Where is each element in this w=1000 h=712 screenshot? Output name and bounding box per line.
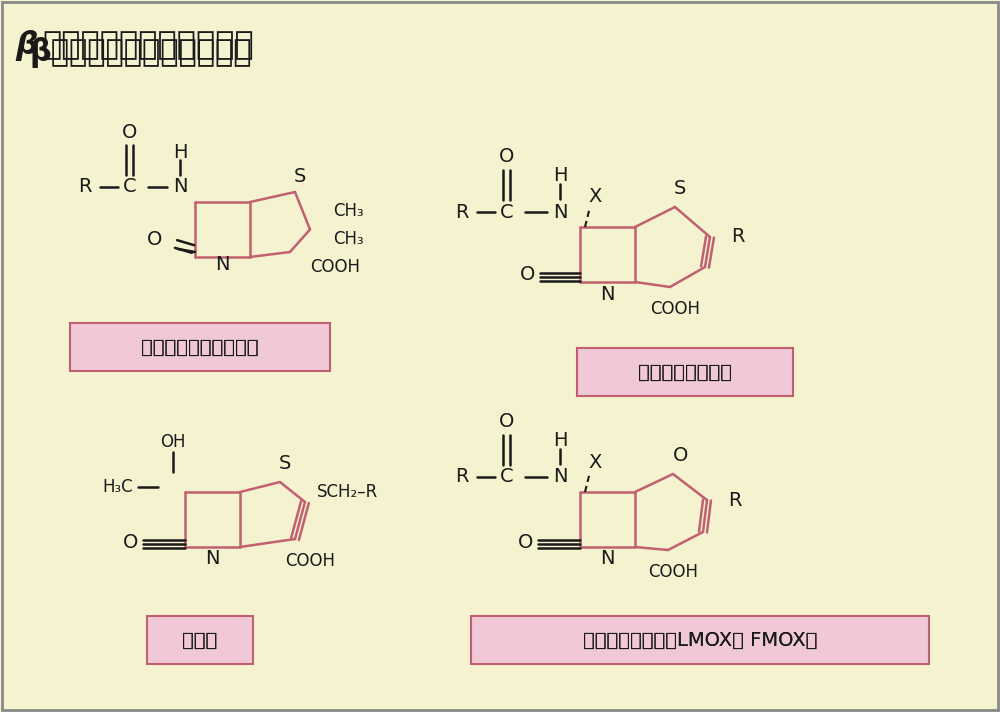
Text: CH₃: CH₃ [333, 231, 363, 248]
Text: COOH: COOH [650, 300, 700, 318]
Text: N: N [600, 285, 615, 303]
FancyBboxPatch shape [70, 323, 330, 371]
FancyBboxPatch shape [147, 616, 253, 664]
Text: OH: OH [160, 433, 186, 451]
Text: COOH: COOH [648, 563, 698, 581]
Text: R: R [728, 491, 742, 510]
Text: H: H [553, 431, 567, 449]
Text: O: O [673, 446, 689, 466]
Text: COOH: COOH [310, 258, 360, 276]
Text: ペネム: ペネム [182, 631, 218, 649]
Text: H: H [173, 142, 187, 162]
Text: セファロスポリン: セファロスポリン [638, 362, 732, 382]
Text: O: O [123, 533, 139, 552]
Text: N: N [215, 256, 230, 275]
Text: N: N [553, 468, 567, 486]
Text: C: C [500, 468, 514, 486]
Text: O: O [499, 412, 515, 431]
FancyBboxPatch shape [577, 348, 793, 396]
Text: H₃C: H₃C [103, 478, 133, 496]
Text: O: O [122, 122, 138, 142]
Text: O: O [147, 229, 163, 248]
Text: N: N [600, 550, 615, 568]
Text: βラクタム系薬の基本構造: βラクタム系薬の基本構造 [30, 37, 252, 68]
Text: COOH: COOH [285, 552, 335, 570]
Text: X: X [588, 187, 602, 206]
Text: β: β [15, 30, 38, 61]
Text: O: O [499, 147, 515, 167]
Text: SCH₂–R: SCH₂–R [316, 483, 378, 501]
Text: N: N [205, 550, 220, 568]
Text: R: R [731, 228, 745, 246]
Text: ラクタム系薬の基本構造: ラクタム系薬の基本構造 [42, 30, 254, 61]
Text: S: S [294, 167, 306, 187]
Text: R: R [455, 202, 469, 221]
Text: X: X [588, 453, 602, 471]
Text: C: C [123, 177, 137, 197]
Text: R: R [455, 468, 469, 486]
Text: N: N [173, 177, 187, 197]
Text: O: O [518, 533, 534, 552]
Text: オキサセフェム（LMOX， FMOX）: オキサセフェム（LMOX， FMOX） [583, 631, 817, 649]
Text: R: R [78, 177, 92, 197]
Text: S: S [279, 454, 291, 473]
Text: C: C [500, 202, 514, 221]
Text: ペナム（ペニシリン）: ペナム（ペニシリン） [141, 337, 259, 357]
Text: S: S [674, 179, 686, 199]
Text: N: N [553, 202, 567, 221]
Text: ペネム: ペネム [182, 631, 218, 649]
Text: オキサセフェム（LMOX， FMOX）: オキサセフェム（LMOX， FMOX） [583, 631, 817, 649]
Text: セファロスポリン: セファロスポリン [638, 362, 732, 382]
Text: CH₃: CH₃ [333, 202, 363, 221]
FancyBboxPatch shape [471, 616, 929, 664]
Text: O: O [520, 264, 536, 283]
Text: H: H [553, 165, 567, 184]
Text: ペナム（ペニシリン）: ペナム（ペニシリン） [141, 337, 259, 357]
